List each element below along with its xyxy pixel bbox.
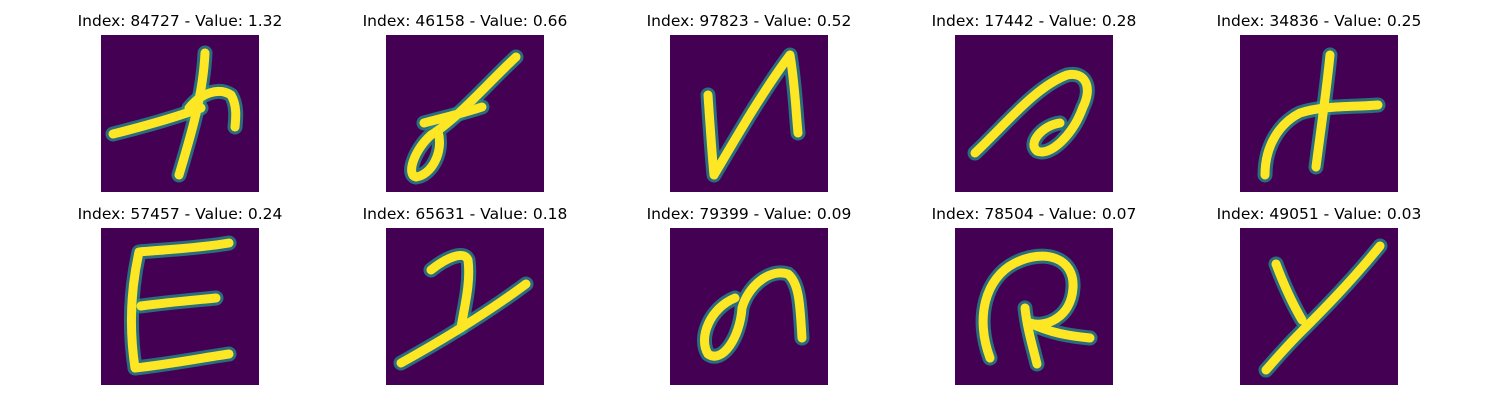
image-panel: Index: 17442 - Value: 0.28 <box>914 11 1154 201</box>
panel-title: Index: 34836 - Value: 0.25 <box>1216 12 1422 30</box>
handwritten-glyph-image <box>1240 228 1398 385</box>
image-panel: Index: 97823 - Value: 0.52 <box>629 11 869 201</box>
image-panel: Index: 65631 - Value: 0.18 <box>345 204 585 394</box>
glyph-strokes <box>697 265 810 364</box>
image-panel: Index: 49051 - Value: 0.03 <box>1199 204 1439 394</box>
glyph-strokes <box>700 47 806 183</box>
handwritten-glyph-image <box>670 35 828 192</box>
glyph-strokes <box>1257 47 1386 183</box>
handwritten-glyph-image <box>101 35 259 192</box>
glyph-strokes <box>393 248 534 371</box>
panel-title: Index: 57457 - Value: 0.24 <box>77 205 283 223</box>
glyph-strokes <box>967 66 1095 161</box>
image-panel: Index: 34836 - Value: 0.25 <box>1199 11 1439 201</box>
handwritten-glyph-image <box>1240 35 1398 192</box>
panel-title: Index: 79399 - Value: 0.09 <box>646 205 852 223</box>
image-panel: Index: 46158 - Value: 0.66 <box>345 11 585 201</box>
panel-title: Index: 84727 - Value: 1.32 <box>77 12 283 30</box>
panel-title: Index: 78504 - Value: 0.07 <box>931 205 1137 223</box>
glyph-strokes <box>1258 238 1388 378</box>
glyph-strokes <box>975 248 1098 372</box>
image-panel: Index: 84727 - Value: 1.32 <box>60 11 300 201</box>
panel-title: Index: 46158 - Value: 0.66 <box>362 12 568 30</box>
handwritten-glyph-image <box>670 228 828 385</box>
glyph-strokes <box>105 45 244 183</box>
panel-title: Index: 65631 - Value: 0.18 <box>362 205 568 223</box>
handwritten-glyph-image <box>386 35 544 192</box>
handwritten-glyph-image <box>386 228 544 385</box>
panel-title: Index: 17442 - Value: 0.28 <box>931 12 1137 30</box>
panel-title: Index: 97823 - Value: 0.52 <box>646 12 852 30</box>
panel-title: Index: 49051 - Value: 0.03 <box>1216 205 1422 223</box>
image-panel: Index: 78504 - Value: 0.07 <box>914 204 1154 394</box>
handwritten-glyph-image <box>101 228 259 385</box>
image-panel: Index: 57457 - Value: 0.24 <box>60 204 300 394</box>
handwritten-glyph-image <box>955 35 1113 192</box>
image-panel: Index: 79399 - Value: 0.09 <box>629 204 869 394</box>
glyph-strokes <box>124 235 237 376</box>
glyph-strokes <box>404 49 524 185</box>
handwritten-glyph-image <box>955 228 1113 385</box>
